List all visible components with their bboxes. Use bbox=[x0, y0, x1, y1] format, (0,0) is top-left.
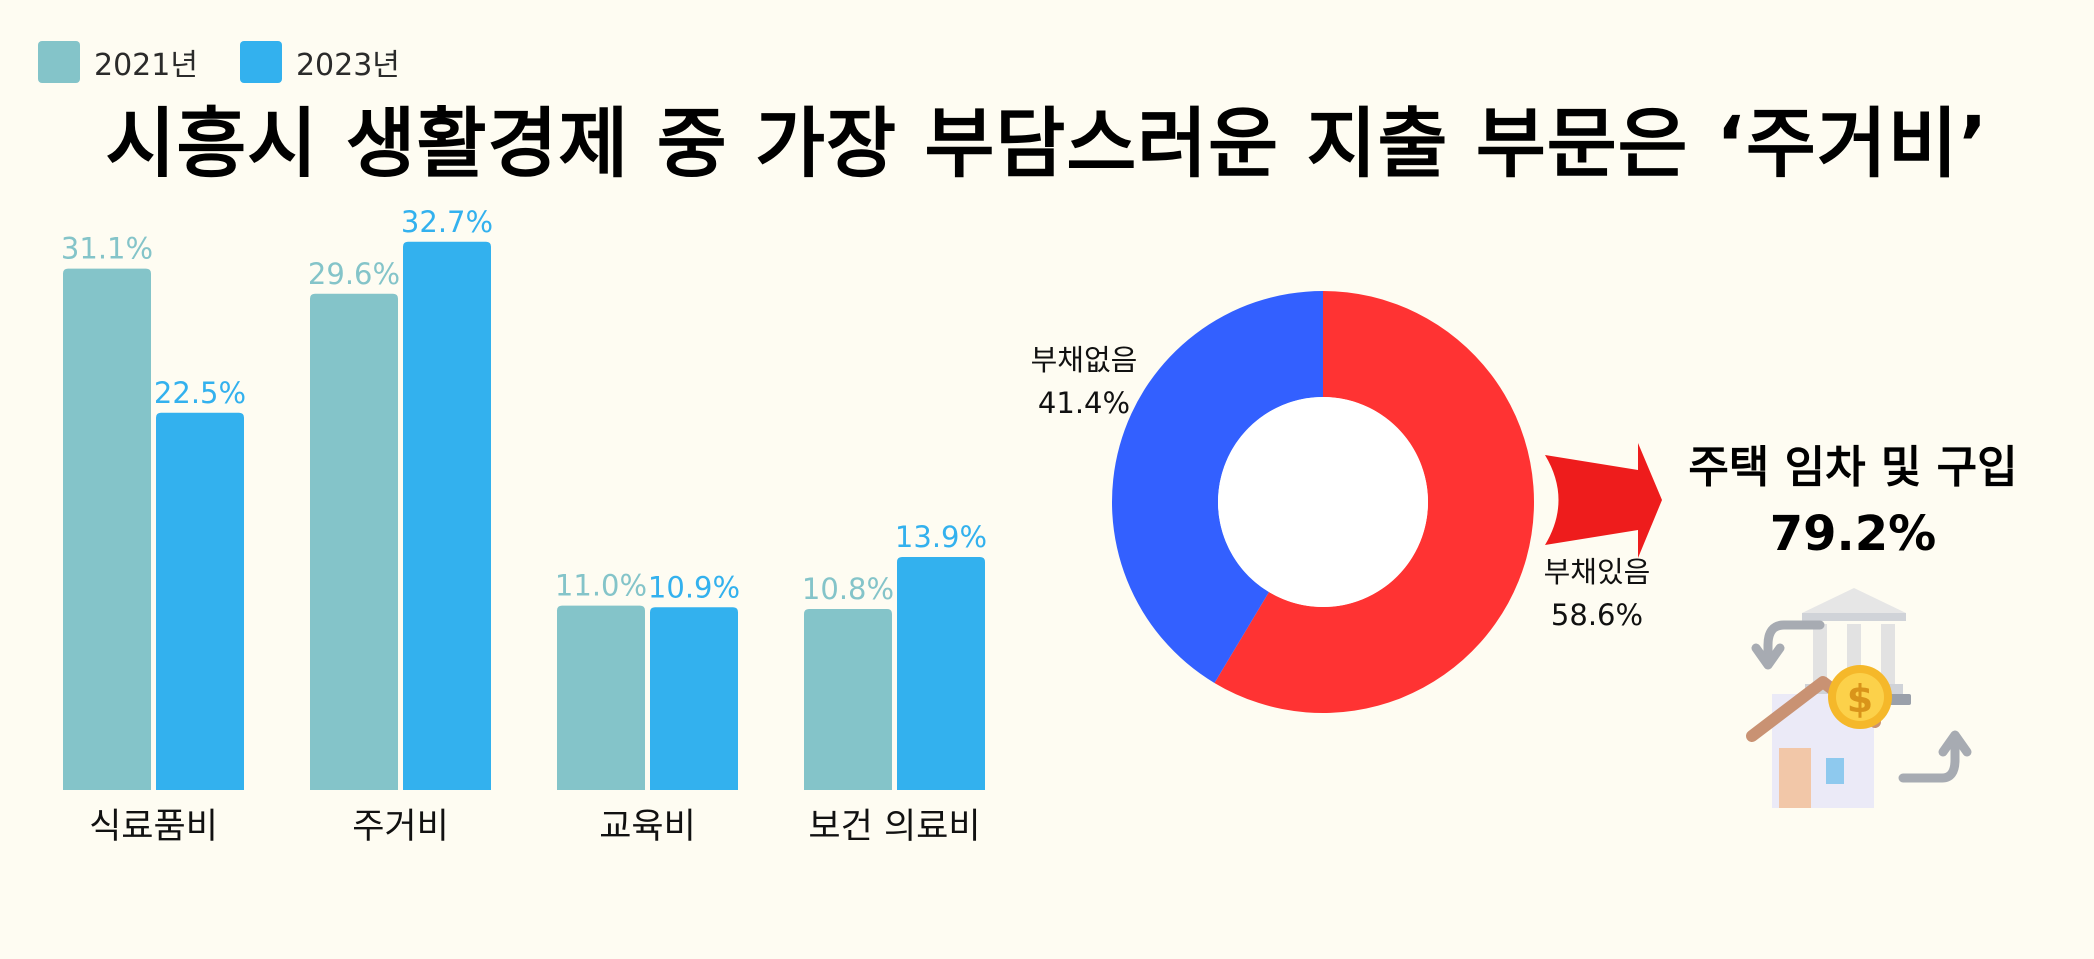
callout-value: 79.2% bbox=[1770, 506, 1937, 562]
donut-chart: 부채있음 58.6% 부채없음 41.4% bbox=[1031, 291, 1651, 713]
bar-2023-0 bbox=[156, 412, 244, 790]
bar-value-label: 13.9% bbox=[895, 520, 987, 554]
legend-label-2021: 2021년 bbox=[94, 48, 198, 83]
bar-value-label: 32.7% bbox=[401, 205, 493, 239]
callout-arrow bbox=[1545, 443, 1662, 558]
donut-slice-value: 58.6% bbox=[1551, 598, 1643, 632]
bar-2023-2 bbox=[650, 607, 738, 790]
bar-2021-0 bbox=[63, 268, 151, 790]
donut-slice-0 bbox=[1214, 291, 1535, 713]
legend: 2021년 2023년 bbox=[38, 40, 442, 84]
callout-label: 주택 임차 및 구입 bbox=[1688, 442, 2017, 493]
legend-swatch-2023 bbox=[239, 41, 282, 83]
house-bank-money-icon: $ bbox=[1746, 588, 1972, 808]
callout: 주택 임차 및 구입 79.2% $ bbox=[1545, 442, 2018, 808]
bar-value-label: 31.1% bbox=[61, 232, 153, 266]
category-label: 식료품비 bbox=[89, 807, 218, 847]
legend-label-2023: 2023년 bbox=[295, 48, 400, 83]
chart-title: 시흥시 생활경제 중 가장 부담스러운 지출 부문은 ‘주거비’ bbox=[105, 99, 1989, 188]
bar-chart: 31.1% 22.5% 식료품비 29.6%32.7% 주거비 11.0% 10.9% 교육비… bbox=[61, 205, 987, 847]
bar-2023-3 bbox=[897, 556, 985, 790]
donut-slice-label: 부채없음 bbox=[1031, 343, 1138, 377]
bar-value-label: 29.6% bbox=[308, 257, 400, 291]
donut-slice-1 bbox=[1112, 291, 1323, 683]
legend-item-2021: 2021년 bbox=[38, 40, 198, 84]
category-label: 교육비 bbox=[599, 807, 696, 847]
legend-item-2023: 2023년 bbox=[239, 40, 400, 84]
legend-swatch-2021 bbox=[38, 41, 80, 83]
bar-2023-1 bbox=[403, 241, 491, 790]
bar-2021-2 bbox=[557, 605, 645, 790]
category-label: 보건 의료비 bbox=[808, 807, 980, 847]
bar-value-label: 11.0% bbox=[555, 569, 647, 603]
bar-2021-3 bbox=[804, 608, 892, 790]
bar-2021-1 bbox=[310, 293, 398, 790]
donut-slice-value: 41.4% bbox=[1038, 386, 1130, 420]
category-label: 주거비 bbox=[352, 807, 449, 847]
donut-slice-label: 부채있음 bbox=[1544, 555, 1651, 589]
bar-value-label: 10.9% bbox=[648, 570, 740, 604]
svg-text:$: $ bbox=[1847, 677, 1873, 721]
bar-value-label: 22.5% bbox=[154, 376, 246, 410]
bar-value-label: 10.8% bbox=[802, 572, 894, 606]
donut-hole bbox=[1218, 397, 1428, 607]
